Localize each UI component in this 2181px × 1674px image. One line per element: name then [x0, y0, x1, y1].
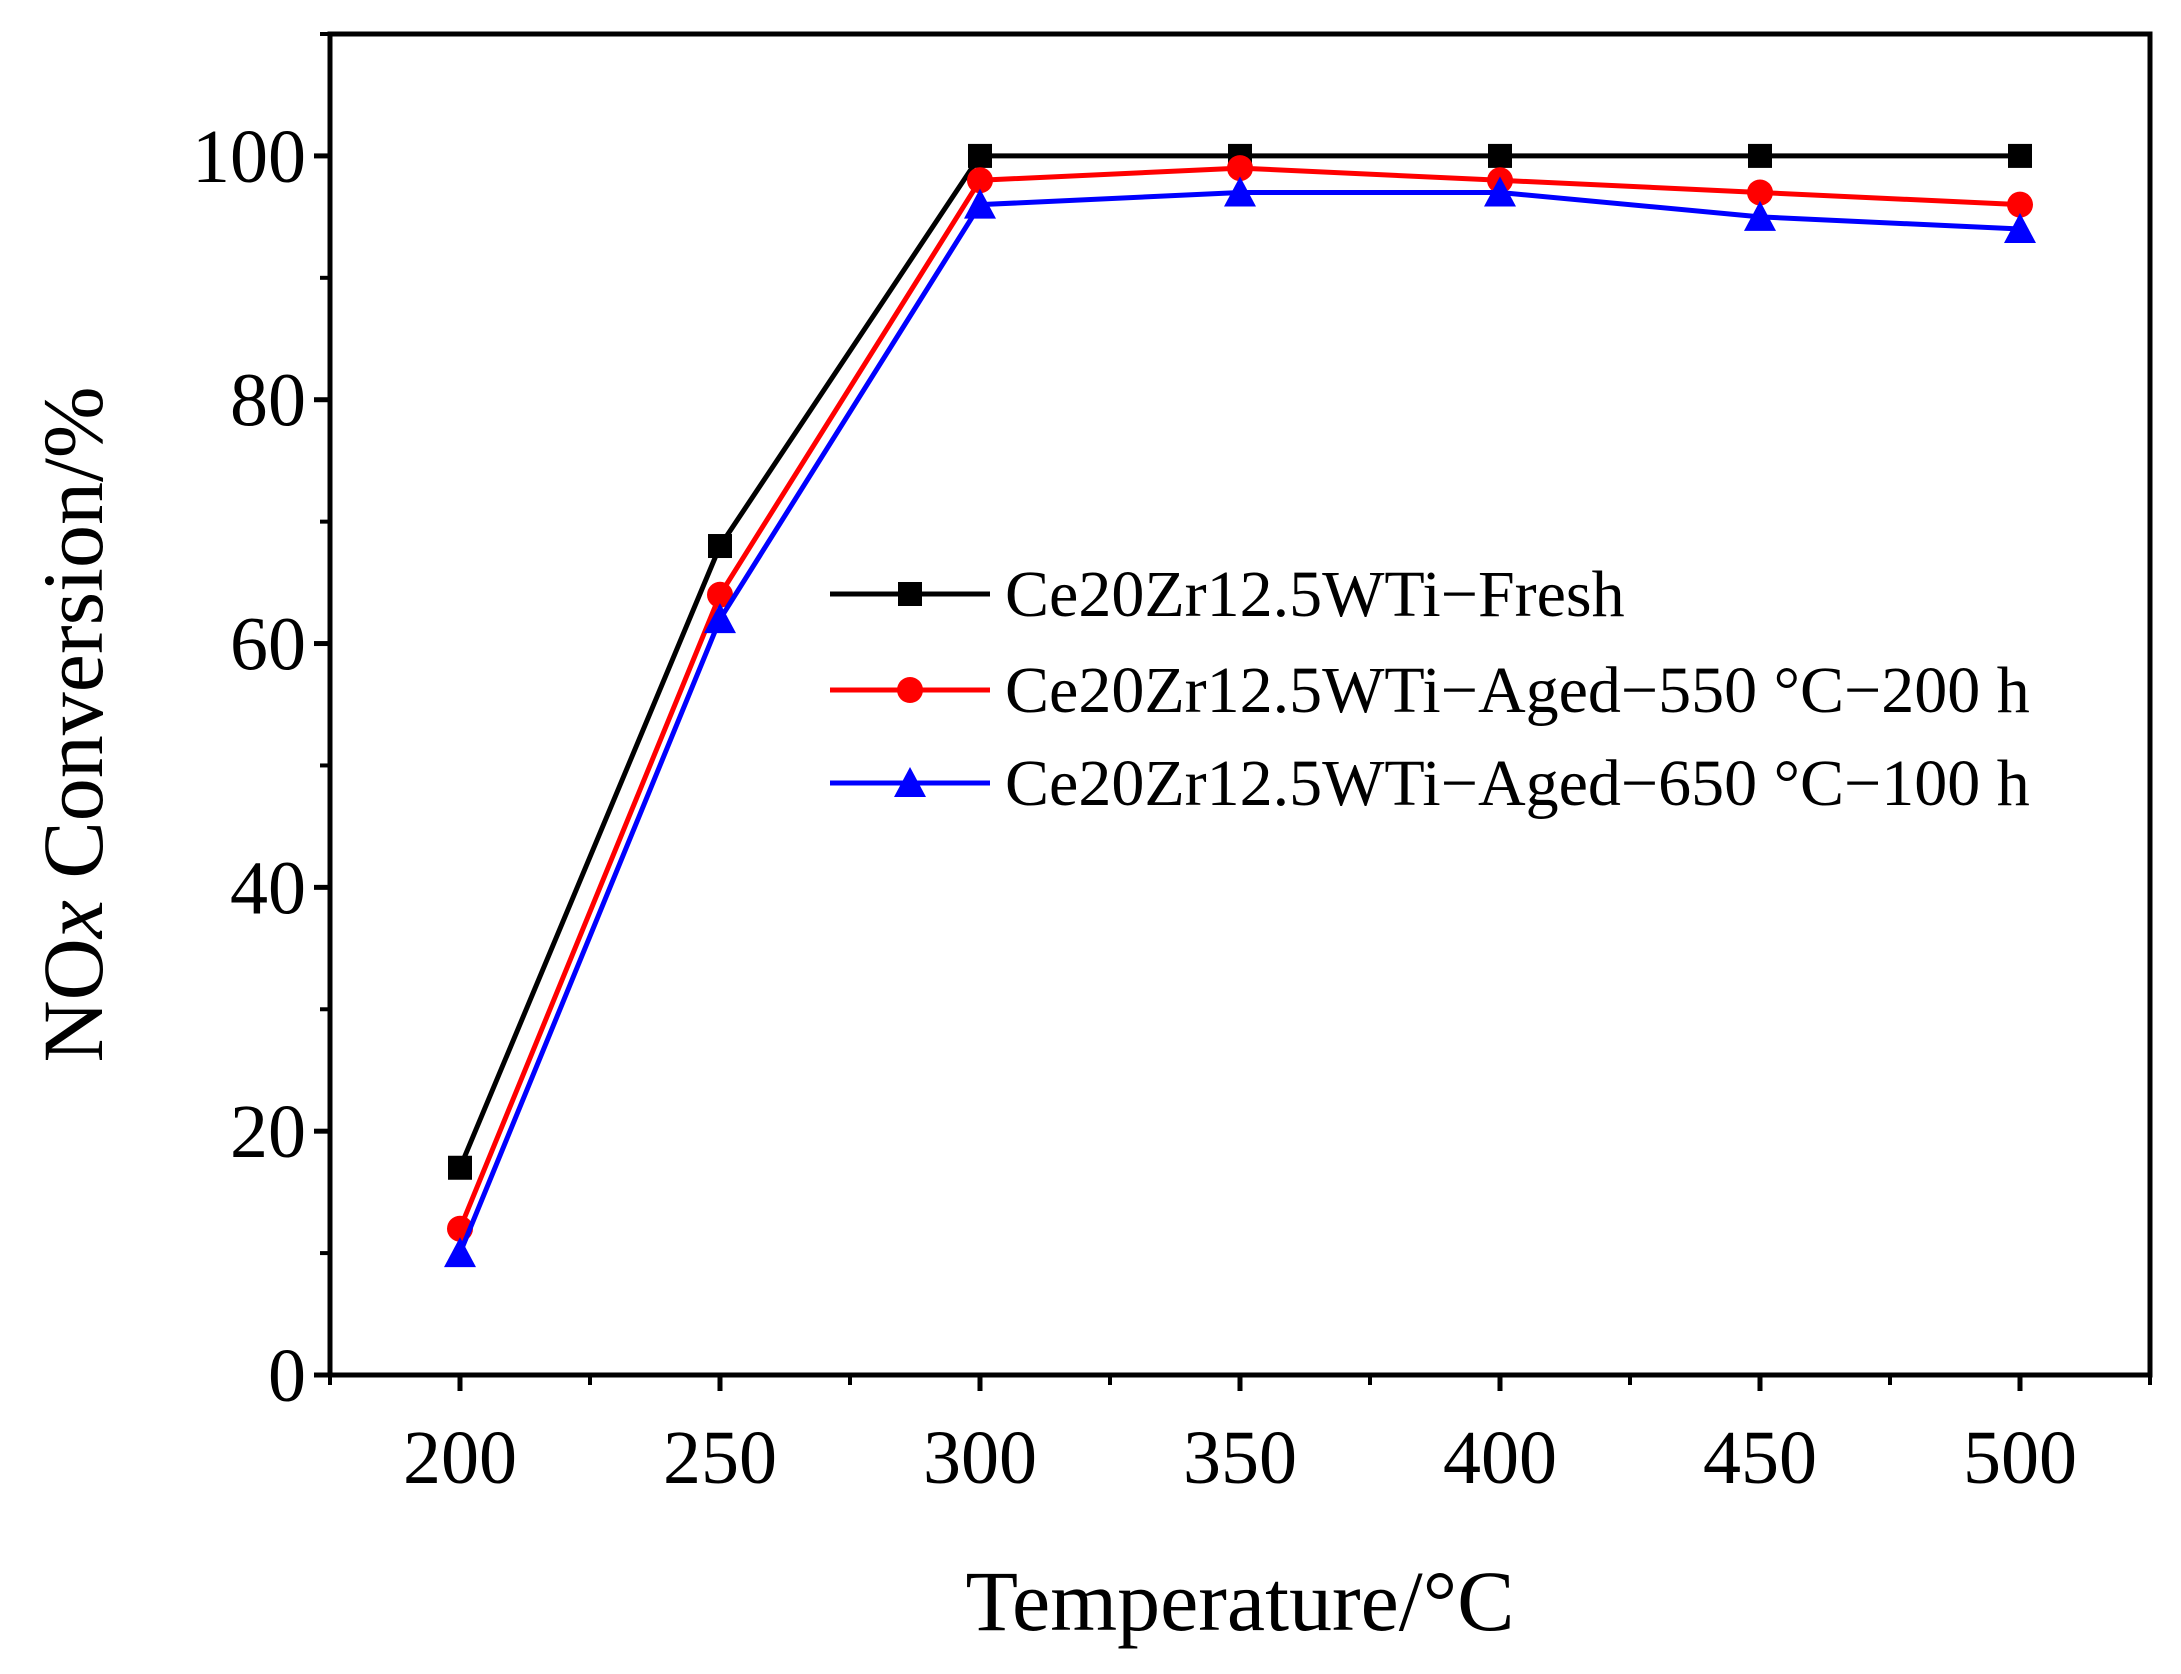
x-tick-label: 300: [923, 1416, 1037, 1500]
data-point: [704, 603, 736, 634]
data-point: [967, 167, 993, 194]
y-axis-title-part: x: [25, 900, 121, 940]
y-tick-label: 0: [268, 1334, 306, 1418]
x-tick-label: 350: [1183, 1416, 1297, 1500]
legend-item: Ce20Zr12.5WTi−Fresh: [830, 558, 1625, 631]
data-point: [1484, 176, 1516, 207]
data-point: [968, 143, 992, 168]
y-tick-label: 100: [192, 115, 306, 199]
legend-label: Ce20Zr12.5WTi−Aged−650 °C−100 h: [1005, 747, 2030, 820]
data-point: [448, 1155, 472, 1180]
legend-label: Ce20Zr12.5WTi−Fresh: [1005, 558, 1625, 631]
data-point: [1747, 179, 1773, 206]
data-point: [1748, 143, 1772, 168]
data-point: [1227, 155, 1253, 182]
legend-label: Ce20Zr12.5WTi−Aged−550 °C−200 h: [1005, 654, 2030, 727]
legend-marker: [898, 582, 922, 606]
y-tick-label: 80: [230, 359, 306, 443]
data-point: [708, 534, 732, 559]
data-point: [1224, 176, 1256, 207]
data-point: [2007, 191, 2033, 218]
series-layer: [444, 143, 2036, 1268]
data-point: [1744, 200, 1776, 231]
data-point: [2008, 143, 2032, 168]
x-axis-title: Temperature/°C: [966, 1553, 1515, 1649]
data-point: [444, 1237, 476, 1268]
legend-item: Ce20Zr12.5WTi−Aged−550 °C−200 h: [830, 654, 2030, 727]
y-axis-title-part: Conversion/%: [25, 387, 121, 901]
y-tick-label: 20: [230, 1090, 306, 1174]
y-axis-title: NOx Conversion/%: [25, 387, 121, 1063]
series-2: [447, 155, 2033, 1242]
legend-marker: [897, 677, 923, 703]
data-point: [964, 188, 996, 219]
series-3: [444, 176, 2036, 1268]
data-point: [2004, 213, 2036, 244]
data-point: [707, 581, 733, 608]
x-tick-label: 200: [403, 1416, 517, 1500]
y-axis-title-part: NO: [25, 938, 121, 1062]
x-tick-label: 250: [663, 1416, 777, 1500]
legend-marker: [894, 767, 926, 797]
x-tick-label: 450: [1703, 1416, 1817, 1500]
legend: Ce20Zr12.5WTi−Fresh Ce20Zr12.5WTi−Aged−55…: [830, 558, 2030, 820]
y-tick-label: 60: [230, 603, 306, 687]
x-tick-label: 400: [1443, 1416, 1557, 1500]
x-tick-label: 500: [1963, 1416, 2077, 1500]
axis-labels: 200 250 300 350 400 450 500 0 20 40 60 80 100 Tempera…: [25, 115, 2077, 1649]
axes: [314, 31, 2153, 1391]
y-tick-label: 40: [230, 846, 306, 930]
data-point: [1488, 143, 1512, 168]
legend-item: Ce20Zr12.5WTi−Aged−650 °C−100 h: [830, 747, 2030, 820]
